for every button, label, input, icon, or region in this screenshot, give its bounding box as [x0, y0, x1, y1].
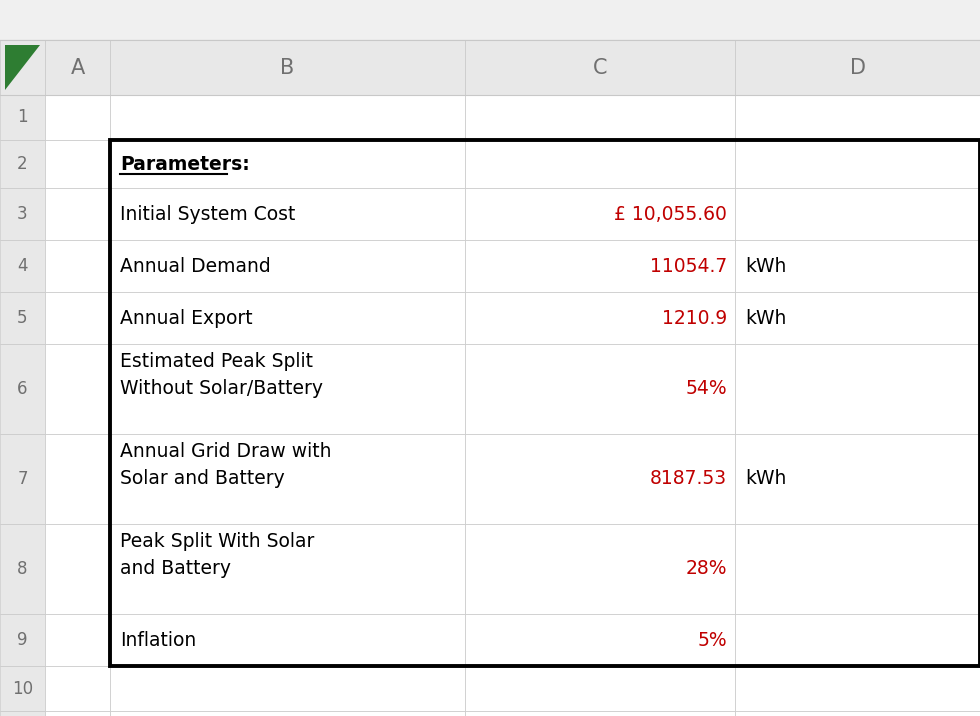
- Text: Annual Export: Annual Export: [120, 309, 253, 327]
- Text: Peak Split With Solar
and Battery: Peak Split With Solar and Battery: [120, 532, 315, 578]
- Bar: [465, 240, 735, 292]
- Bar: [735, 292, 980, 344]
- Text: 2: 2: [18, 155, 27, 173]
- Text: 6: 6: [18, 380, 27, 398]
- Text: C: C: [593, 57, 608, 77]
- Text: £ 10,055.60: £ 10,055.60: [614, 205, 727, 223]
- Bar: [735, 711, 980, 716]
- Bar: [0, 95, 45, 140]
- Text: kWh: kWh: [745, 470, 786, 488]
- Text: 7: 7: [18, 470, 27, 488]
- Bar: [45, 140, 110, 188]
- Text: Inflation: Inflation: [120, 631, 196, 649]
- Bar: [45, 292, 110, 344]
- Bar: [0, 666, 45, 711]
- Bar: [110, 344, 465, 434]
- Bar: [465, 292, 735, 344]
- Text: Annual Grid Draw with
Solar and Battery: Annual Grid Draw with Solar and Battery: [120, 442, 331, 488]
- Bar: [110, 40, 465, 95]
- Text: 1: 1: [18, 109, 27, 127]
- Bar: [110, 666, 465, 711]
- Bar: [465, 188, 735, 240]
- Text: A: A: [71, 57, 84, 77]
- Bar: [45, 344, 110, 434]
- Bar: [0, 711, 45, 716]
- Bar: [735, 434, 980, 524]
- Text: 10: 10: [12, 679, 33, 697]
- Bar: [0, 524, 45, 614]
- Bar: [45, 188, 110, 240]
- Text: 8187.53: 8187.53: [650, 470, 727, 488]
- Bar: [0, 0, 980, 40]
- Bar: [735, 614, 980, 666]
- Bar: [110, 140, 465, 188]
- Bar: [0, 188, 45, 240]
- Bar: [110, 711, 465, 716]
- Bar: [735, 188, 980, 240]
- Bar: [465, 524, 735, 614]
- Text: 9: 9: [18, 631, 27, 649]
- Bar: [465, 711, 735, 716]
- Bar: [45, 434, 110, 524]
- Text: 5%: 5%: [698, 631, 727, 649]
- Text: 3: 3: [18, 205, 27, 223]
- Bar: [465, 614, 735, 666]
- Bar: [735, 140, 980, 188]
- Bar: [45, 240, 110, 292]
- Bar: [0, 292, 45, 344]
- Text: kWh: kWh: [745, 309, 786, 327]
- Text: Parameters:: Parameters:: [120, 155, 250, 173]
- Bar: [110, 292, 465, 344]
- Bar: [735, 95, 980, 140]
- Polygon shape: [5, 45, 40, 90]
- Bar: [735, 524, 980, 614]
- Text: 1210.9: 1210.9: [662, 309, 727, 327]
- Text: 28%: 28%: [685, 559, 727, 579]
- Text: 5: 5: [18, 309, 27, 327]
- Bar: [465, 344, 735, 434]
- Bar: [735, 344, 980, 434]
- Bar: [110, 140, 980, 666]
- Bar: [45, 95, 110, 140]
- Text: B: B: [280, 57, 295, 77]
- Text: 8: 8: [18, 560, 27, 578]
- Bar: [0, 240, 45, 292]
- Bar: [735, 40, 980, 95]
- Text: Initial System Cost: Initial System Cost: [120, 205, 295, 223]
- Bar: [0, 614, 45, 666]
- Bar: [110, 434, 465, 524]
- Bar: [0, 344, 45, 434]
- Bar: [465, 666, 735, 711]
- Bar: [0, 434, 45, 524]
- Bar: [0, 40, 980, 95]
- Bar: [0, 140, 45, 188]
- Bar: [465, 95, 735, 140]
- Text: kWh: kWh: [745, 256, 786, 276]
- Bar: [110, 95, 465, 140]
- Bar: [45, 666, 110, 711]
- Bar: [110, 240, 465, 292]
- Text: 4: 4: [18, 257, 27, 275]
- Bar: [45, 40, 110, 95]
- Text: Estimated Peak Split
Without Solar/Battery: Estimated Peak Split Without Solar/Batte…: [120, 352, 323, 397]
- Bar: [735, 240, 980, 292]
- Bar: [465, 140, 735, 188]
- Bar: [45, 711, 110, 716]
- Bar: [110, 614, 465, 666]
- Text: D: D: [850, 57, 865, 77]
- Bar: [465, 40, 735, 95]
- Bar: [735, 666, 980, 711]
- Bar: [110, 188, 465, 240]
- Text: 54%: 54%: [685, 379, 727, 399]
- Text: 11054.7: 11054.7: [650, 256, 727, 276]
- Bar: [45, 614, 110, 666]
- Bar: [0, 40, 45, 95]
- Text: Annual Demand: Annual Demand: [120, 256, 270, 276]
- Bar: [45, 524, 110, 614]
- Bar: [465, 434, 735, 524]
- Bar: [110, 524, 465, 614]
